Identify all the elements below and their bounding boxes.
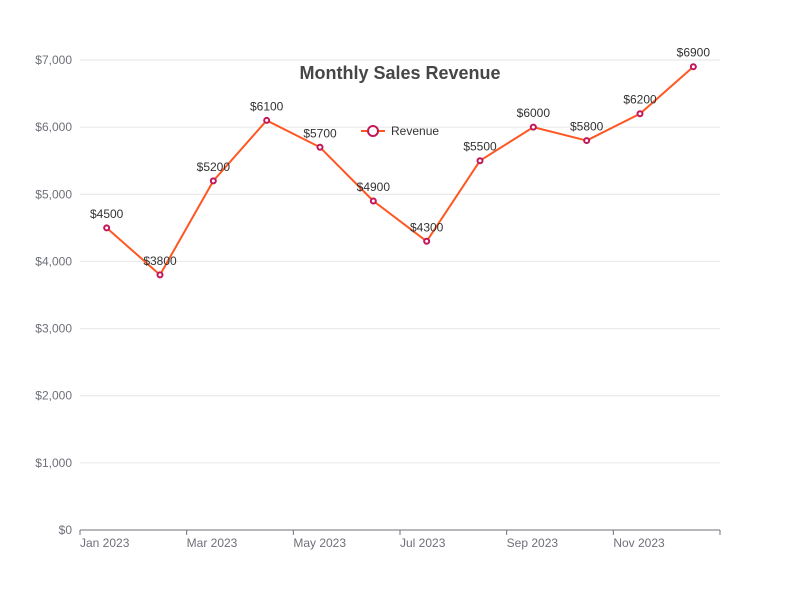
data-label: $5700: [303, 126, 337, 140]
legend-marker-icon: [367, 125, 379, 137]
data-point[interactable]: [423, 237, 431, 245]
x-tick-label: Nov 2023: [613, 536, 665, 550]
data-label: $6000: [517, 106, 551, 120]
data-label: $6100: [250, 99, 284, 113]
x-tick-label: Sep 2023: [507, 536, 559, 550]
data-label: $5200: [197, 160, 231, 174]
x-tick-label: Jan 2023: [80, 536, 130, 550]
x-tick-label: Mar 2023: [187, 536, 238, 550]
data-label: $5500: [463, 140, 497, 154]
data-point[interactable]: [529, 123, 537, 131]
x-tick-label: May 2023: [293, 536, 346, 550]
data-label: $3800: [143, 254, 177, 268]
data-point[interactable]: [263, 116, 271, 124]
data-label: $4300: [410, 220, 444, 234]
data-label: $6900: [677, 46, 711, 60]
data-point[interactable]: [209, 177, 217, 185]
data-point[interactable]: [583, 137, 591, 145]
grid-lines: [80, 59, 720, 464]
data-point[interactable]: [316, 143, 324, 151]
y-tick-label: $5,000: [35, 187, 72, 201]
series-revenue: [103, 63, 697, 279]
series-line: [106, 65, 694, 276]
data-label: $6200: [623, 93, 657, 107]
y-tick-label: $7,000: [35, 53, 72, 67]
y-tick-label: $2,000: [35, 389, 72, 403]
data-label: $4500: [90, 207, 124, 221]
data-label: $4900: [357, 180, 391, 194]
legend[interactable]: Revenue: [361, 124, 439, 138]
y-tick-label: $0: [59, 523, 73, 537]
data-point[interactable]: [103, 224, 111, 232]
data-label: $5800: [570, 120, 604, 134]
legend-label-revenue: Revenue: [391, 124, 439, 138]
data-point[interactable]: [156, 271, 164, 279]
y-tick-label: $1,000: [35, 456, 72, 470]
data-point[interactable]: [689, 63, 697, 71]
data-labels: $4500 $3800 $5200 $6100 $5700 $4900 $4300 $5500…: [90, 46, 710, 268]
data-point[interactable]: [369, 197, 377, 205]
y-tick-label: $4,000: [35, 254, 72, 268]
data-point[interactable]: [476, 157, 484, 165]
data-point[interactable]: [636, 110, 644, 118]
y-tick-label: $3,000: [35, 322, 72, 336]
axes: $0 $1,000 $2,000 $3,000 $4,000 $5,000 $6,000 $7…: [35, 53, 721, 550]
y-tick-label: $6,000: [35, 120, 72, 134]
chart-title: Monthly Sales Revenue: [299, 63, 500, 83]
x-tick-label: Jul 2023: [400, 536, 446, 550]
